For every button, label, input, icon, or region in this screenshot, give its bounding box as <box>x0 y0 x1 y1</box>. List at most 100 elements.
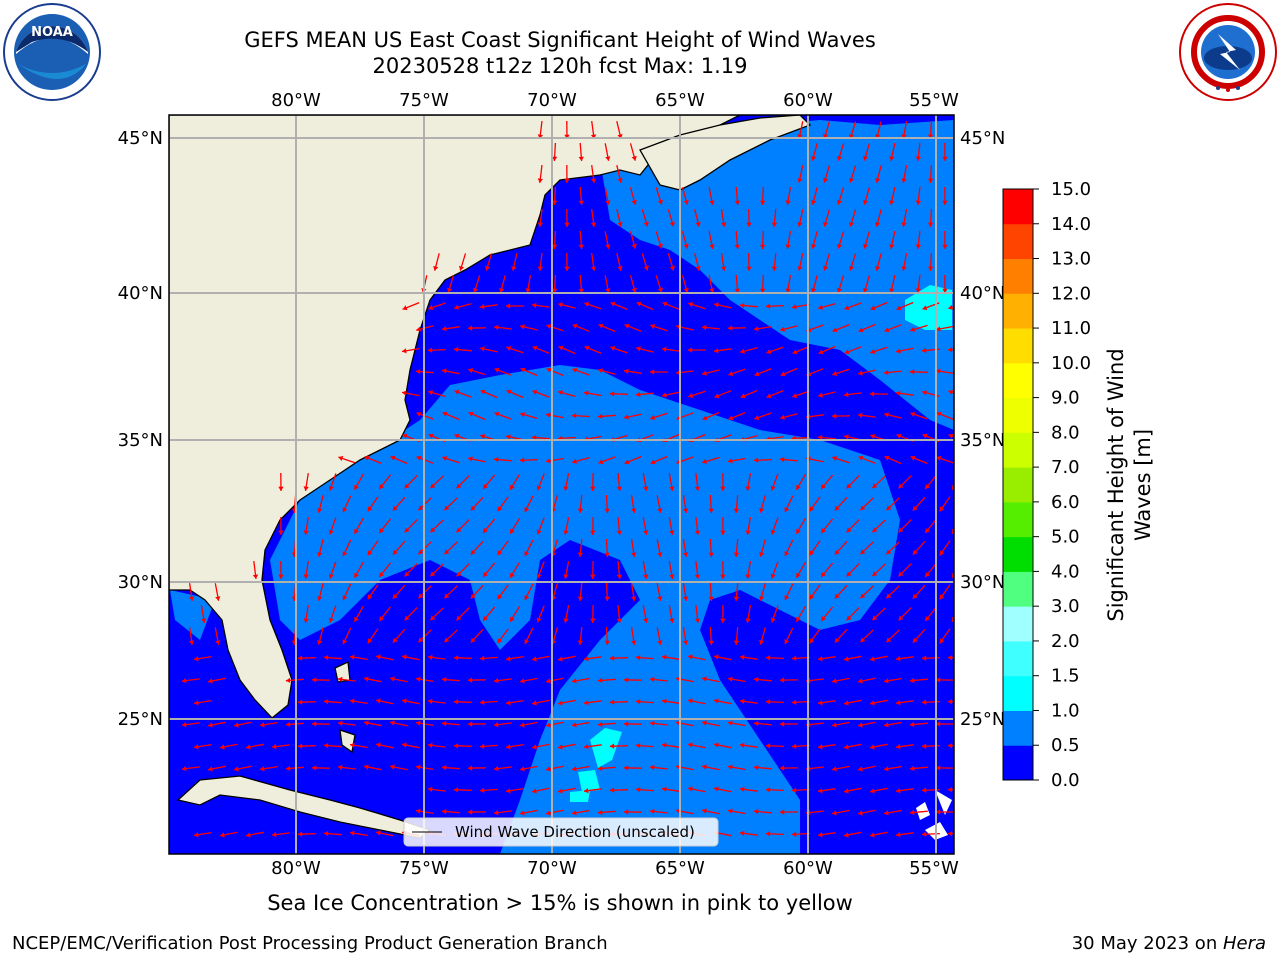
wave-direction-arrowhead <box>935 677 941 683</box>
wave-direction-arrowhead <box>760 288 766 293</box>
wave-direction-arrowhead <box>728 458 733 464</box>
wave-direction-arrowhead <box>317 508 323 513</box>
wave-direction-arrowhead <box>260 766 265 772</box>
wave-direction-arrowhead <box>650 764 655 771</box>
wave-direction-arrowhead <box>338 764 343 771</box>
wave-direction-arrow <box>956 121 957 139</box>
wave-direction-arrowhead <box>669 221 675 227</box>
wave-direction-arrowhead <box>714 302 719 308</box>
wave-direction-arrowhead <box>577 508 584 513</box>
wave-direction-arrowhead <box>552 200 558 205</box>
wave-direction-arrowhead <box>925 616 930 621</box>
wave-direction-arrowhead <box>760 200 766 205</box>
wave-direction-arrowhead <box>546 324 552 329</box>
wave-direction-arrowhead <box>364 455 370 461</box>
wave-direction-arrowhead <box>278 486 284 491</box>
chart-subtitle: 20230528 t12z 120h fcst Max: 1.19 <box>372 54 748 78</box>
wave-direction-arrowhead <box>441 721 447 727</box>
wave-direction-arrowhead <box>532 656 537 662</box>
wave-direction-arrowhead <box>354 572 359 578</box>
wave-direction-arrowhead <box>657 287 663 293</box>
wave-direction-arrowhead <box>616 618 623 623</box>
wave-direction-arrowhead <box>687 347 693 353</box>
wave-direction-arrowhead <box>760 244 766 249</box>
wave-direction-arrowhead <box>714 654 719 660</box>
wave-direction-arrowhead <box>765 655 771 661</box>
wave-direction-arrowhead <box>323 699 329 705</box>
wave-direction-arrowhead <box>578 244 584 249</box>
wave-direction-arrowhead <box>753 720 759 727</box>
wave-direction-arrowhead <box>818 349 824 355</box>
wave-direction-arrowhead <box>418 593 424 599</box>
wave-direction-arrowhead <box>832 722 837 728</box>
wave-direction-arrowhead <box>479 787 485 793</box>
wave-direction-arrowhead <box>643 530 649 535</box>
wave-direction-arrowhead <box>901 134 907 139</box>
wave-direction-arrowhead <box>870 788 875 794</box>
wave-direction-arrowhead <box>643 221 649 227</box>
wave-direction-arrowhead <box>479 743 485 749</box>
wave-direction-arrowhead <box>428 786 433 793</box>
wave-direction-arrowhead <box>848 177 855 183</box>
wave-direction-arrowhead <box>494 367 500 373</box>
graticule <box>169 115 954 854</box>
no-data-patch <box>935 790 952 815</box>
wave-direction-arrowhead <box>537 222 543 227</box>
wave-direction-arrowhead <box>323 743 329 749</box>
wave-direction-arrowhead <box>215 596 221 601</box>
wave-direction-arrowhead <box>379 528 385 534</box>
wave-direction-arrowhead <box>714 742 719 748</box>
wave-direction-arrowhead <box>441 677 447 683</box>
wave-direction-arrowhead <box>921 787 927 793</box>
colorbar-tick-label: 15.0 <box>1051 179 1091 200</box>
wave-direction-arrowhead <box>791 743 797 749</box>
wave-direction-arrowhead <box>605 156 611 161</box>
wave-direction-arrowhead <box>912 505 918 511</box>
wave-direction-arrowhead <box>367 594 373 600</box>
wave-direction-arrowhead <box>208 766 213 772</box>
wave-region-mid <box>170 590 215 640</box>
wave-direction-arrowhead <box>631 596 637 601</box>
wave-direction-arrowhead <box>784 639 790 645</box>
wave-direction-arrowhead <box>558 744 563 750</box>
wave-direction-arrowhead <box>643 574 649 579</box>
wave-direction-arrowhead <box>872 615 878 621</box>
wave-direction-arrowhead <box>392 549 398 555</box>
wave-direction-arrowhead <box>350 830 355 836</box>
wave-direction-arrowhead <box>536 573 542 579</box>
wave-direction-arrowhead <box>584 301 590 307</box>
wave-direction-arrowhead <box>458 265 465 271</box>
wave-direction-arrowhead <box>208 722 213 728</box>
wave-direction-arrowhead <box>631 552 637 557</box>
wave-direction-arrowhead <box>483 527 488 533</box>
wave-direction-arrowhead <box>536 617 542 623</box>
wave-direction-arrowhead <box>925 528 930 533</box>
wave-direction-arrowhead <box>472 287 479 293</box>
wave-direction-arrowhead <box>479 699 485 705</box>
colorbar-tick-label: 10.0 <box>1051 353 1091 374</box>
colorbar-border <box>1002 188 1034 781</box>
wave-direction-arrowhead <box>456 615 462 621</box>
wave-direction-arrowhead <box>404 527 410 533</box>
wave-direction-arrowhead <box>444 505 450 511</box>
wave-direction-arrowhead <box>695 266 701 271</box>
wave-direction-arrowhead <box>694 486 701 491</box>
wave-direction-arrowhead <box>720 530 726 535</box>
wave-direction-arrowhead <box>657 596 663 601</box>
wave-direction-arrowhead <box>733 508 740 513</box>
wave-direction-arrowhead <box>506 389 512 395</box>
colorbar-tick-label: 1.0 <box>1051 700 1080 721</box>
wave-direction-arrowhead <box>376 654 381 660</box>
wave-direction-arrowhead <box>590 574 596 579</box>
wave-direction-arrowhead <box>427 347 433 353</box>
wave-direction-arrowhead <box>454 389 460 395</box>
wave-direction-arrowhead <box>728 415 734 421</box>
wave-direction-arrowhead <box>364 720 369 726</box>
wave-direction-arrowhead <box>792 304 797 310</box>
wave-direction-arrowhead <box>532 302 537 309</box>
colorbar: 0.0 0.5 1.0 1.5 2.0 3.0 4.0 5.0 6.0 7.0 8.0 9.0 10.0… <box>1002 179 1091 791</box>
legend-label: Wind Wave Direction (unscaled) <box>455 823 695 841</box>
wave-direction-arrowhead <box>872 483 878 489</box>
wave-direction-arrowhead <box>402 348 407 354</box>
wave-direction-arrowhead <box>506 788 511 794</box>
